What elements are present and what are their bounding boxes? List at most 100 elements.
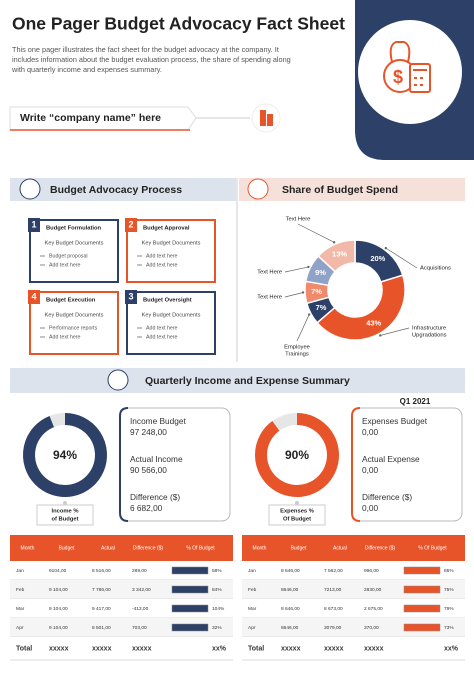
leader-dot [332, 241, 336, 244]
cell: -413,00 [132, 606, 149, 612]
caption-box [36, 504, 94, 526]
pct-bar [403, 566, 441, 575]
cell: 73% [444, 625, 454, 631]
gauge-arc [255, 413, 339, 497]
gauge-dot [295, 501, 299, 505]
step-number: 2 [128, 219, 133, 229]
segment-value: 20% [370, 254, 385, 263]
cell: 7 562,00 [324, 568, 343, 574]
cell: xxxxx [281, 645, 301, 652]
segment-value: 43% [366, 319, 381, 328]
step-badge [125, 218, 137, 232]
cell: 9 104,00 [49, 606, 68, 612]
leader-line [297, 223, 335, 243]
step-item: Budget proposal [49, 253, 88, 259]
detail-value: 0,00 [362, 503, 379, 513]
description: includes information about the budget ev… [12, 55, 291, 64]
segment-value: 13% [332, 250, 347, 259]
cell: 2830,00 [364, 587, 382, 593]
leader-line [296, 314, 310, 342]
table-row [10, 561, 233, 580]
section-header [10, 178, 236, 201]
step-box [29, 219, 119, 283]
pct-bar [403, 604, 441, 613]
section-icon [19, 178, 41, 200]
segment-label: Trainings [285, 352, 309, 358]
pct-bar [171, 623, 209, 632]
step-subtitle: Key Budget Documents [142, 312, 201, 318]
table-row [242, 580, 465, 599]
step-item: Add text here [146, 325, 178, 331]
cell: 75% [444, 587, 454, 593]
cell: 9 104,00 [49, 587, 68, 593]
table-row [10, 637, 233, 660]
donut-segment [316, 274, 406, 341]
detail-label: Expenses Budget [362, 416, 428, 426]
detail-label: Actual Expense [362, 454, 420, 464]
cell: 8646,00 [281, 587, 299, 593]
cell: 8 646,00 [281, 568, 300, 574]
building-icon [267, 114, 273, 126]
detail-value: 6 682,00 [130, 503, 163, 513]
column-header: Actual [333, 545, 347, 551]
detail-label: Income Budget [130, 416, 187, 426]
segment-value: 9% [315, 268, 326, 277]
section-icon [107, 369, 129, 391]
step-title: Budget Approval [143, 226, 190, 232]
cell: 7 786,00 [92, 587, 111, 593]
detail-label: Actual Income [130, 454, 183, 464]
table-row [242, 599, 465, 618]
step-badge [125, 290, 137, 304]
pct-bar [171, 585, 209, 594]
cell: xxxxx [132, 645, 152, 652]
segment-value: 7% [316, 303, 327, 312]
segment-label: Acquisitions [420, 266, 451, 272]
column-header: Difference ($) [365, 545, 396, 551]
step-subtitle: Key Budget Documents [142, 240, 201, 246]
cell: Feb [248, 587, 257, 593]
segment-value: 7% [311, 287, 322, 296]
leader-line [385, 247, 418, 269]
step-title: Budget Oversight [143, 298, 192, 304]
column-header: Month [21, 545, 35, 551]
cell: 8 501,00 [92, 625, 111, 631]
step-title: Budget Formulation [46, 226, 102, 232]
gauge-caption: Income % [51, 509, 78, 515]
section-header [10, 368, 465, 393]
table-row [10, 580, 233, 599]
cell: 8646,00 [281, 625, 299, 631]
detail-accent [351, 407, 361, 522]
column-header: % Of Budget [186, 545, 215, 551]
cell: 289,00 [132, 568, 147, 574]
table-row [10, 618, 233, 637]
donut-segment [317, 239, 356, 273]
column-header: Difference ($) [133, 545, 164, 551]
detail-accent [119, 407, 129, 522]
segment-label: Upgradations [412, 333, 447, 339]
column-header: Budget [59, 545, 75, 551]
detail-value: 90 566,00 [130, 465, 167, 475]
step-item: Add text here [49, 262, 81, 268]
cell: 79% [444, 606, 454, 612]
table-header [242, 535, 465, 561]
cell: Mar [248, 606, 257, 612]
company-name: Write “company name” here [20, 112, 161, 124]
cell: Mar [16, 606, 25, 612]
cell: Apr [16, 625, 24, 631]
table-header [10, 535, 233, 561]
section-title: Budget Advocacy Process [50, 184, 182, 196]
cell: Feb [16, 587, 25, 593]
leader-dot [384, 246, 388, 250]
description: This one pager illustrates the fact shee… [12, 45, 279, 54]
period: Q1 2021 [400, 397, 431, 406]
cell: xxxxx [324, 645, 344, 652]
step-box [29, 291, 119, 355]
segment-label: Infrastructure [412, 326, 446, 332]
table-row [10, 599, 233, 618]
pct-bar [171, 604, 209, 613]
cell: xx% [212, 645, 227, 652]
cell: 703,00 [132, 625, 147, 631]
detail-value: 0,00 [362, 427, 379, 437]
leader-line [284, 292, 304, 298]
